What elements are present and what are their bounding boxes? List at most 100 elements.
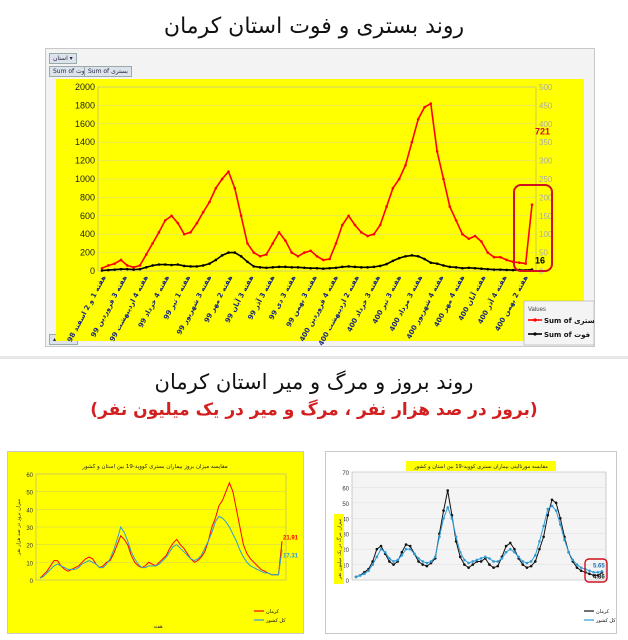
y-tick-label: 0 [346,579,350,585]
chart2-xlabel: هفته [153,624,163,630]
series-0-point [385,205,388,208]
field-chip-hosp[interactable]: Sum of بستری [84,66,132,77]
y-tick-label: 200 [80,248,95,258]
series-1-point [340,265,344,269]
legend-title: Values [528,307,546,313]
y2-tick-label: 350 [539,138,553,147]
series-0-point [119,258,123,262]
series-0-point [252,251,256,254]
series-1-point [119,267,123,271]
series-1-point [367,569,370,573]
last-value-label: 721 [535,127,550,137]
series-0-point [371,560,374,563]
series-1-point [201,264,205,267]
series-1-point [450,516,454,520]
legend-label-0: کرمان [596,609,610,615]
series-1-point [107,268,110,272]
series-0-point [163,219,167,222]
series-1-point [492,268,496,271]
series-0-point [296,254,300,258]
series-1-point [408,547,412,551]
field-chip-death-label: Sum of [53,68,75,75]
chart2-svg: 0 10 20 30 40 50 60 21.91 17.31 مقایسه میزان بروز… [16,463,299,630]
series-1-point [157,263,161,266]
series-1-point [258,266,262,269]
series-1-point [220,254,224,257]
hospitalization-death-chart: استان ▾ Sum of فوت Sum of بستری ▴ منطقه … [45,48,595,347]
series-1-point [521,560,525,563]
series-1-point [290,266,294,269]
series-0-point [258,254,262,258]
series-1-point [397,256,401,260]
series-1-point [176,263,180,266]
series-0-point [467,566,470,569]
series-0-point [467,237,471,241]
series-0-point [379,544,383,548]
series-1-point [388,557,391,560]
series-1-point [448,265,452,269]
series-0-point [529,564,533,568]
series-0-point [592,574,595,577]
series-0-point [397,177,401,181]
series-0-point [588,572,591,576]
series-0-point [538,547,541,551]
series-1-point [277,265,281,269]
series-0-point [463,563,466,566]
legend-marker-1 [533,332,537,336]
series-1-point [417,557,420,560]
series-0-point [246,242,249,245]
y-tick-label: 20 [26,544,33,550]
series-1-point [163,263,167,266]
chart3-ylabel-bg [334,514,344,584]
series-0-point [378,223,382,227]
chart3-title: مقایسه مورتالیتی بیماران بستری کووید-19 … [413,464,548,470]
series-0-point [524,262,527,265]
series-0-point [265,253,268,256]
series-0-point [334,242,338,245]
series-1-point [461,266,464,270]
chart3-svg: 0 10 20 30 40 50 60 70 4.86 5.65 مقایسه مورتالیتی … [334,461,616,624]
series-0-point [458,555,462,559]
series-0-point [417,560,420,563]
series-0-point [328,257,331,261]
series-0-point [492,566,495,569]
series-1-point [113,268,116,271]
series-1-point [375,555,379,559]
series-1-point [309,266,312,270]
series-1-point [404,547,408,551]
series-1-point [429,560,433,563]
last-value-label: 16 [535,256,545,266]
series-0-point [309,249,312,253]
series-1-point [208,262,211,265]
chart2-title: مقایسه میزان بروز بیماران بستری کووید-19… [81,463,227,470]
y-tick-label: 0 [30,579,34,585]
series-1-point [138,267,142,271]
series-1-point [410,254,414,257]
series-0-point [132,266,135,269]
series-1-point [542,524,545,528]
series-0-point [410,140,414,144]
series-1-point [371,563,374,566]
filter-chip[interactable]: استان ▾ [49,53,77,64]
series-1-point [214,258,218,262]
series-0-point [596,574,600,577]
series-0-point [404,163,407,167]
y-tick-label: 10 [26,561,33,567]
series-1-point [500,557,504,560]
y-tick-label: 50 [26,491,33,497]
series-0-point [471,563,475,566]
series-0-point [448,205,452,208]
series-0-point [579,569,583,573]
series-0-point [513,547,516,551]
series-1-point [559,523,562,526]
series-0-point [521,563,525,566]
series-1-point [379,547,383,551]
y2-tick-label: 100 [539,230,553,239]
y-tick-label: 30 [26,526,33,532]
series-0-point [353,223,357,227]
series-0-point [435,150,439,153]
y-tick-label: 800 [80,192,95,202]
series-0-point [100,266,104,270]
series-1-point [383,550,387,554]
chart3-ylabel: میزان مرگ در یک میلیون نفر [336,518,343,580]
